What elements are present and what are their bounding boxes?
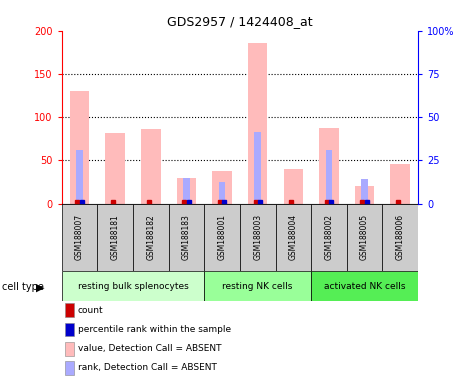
Text: GSM188001: GSM188001	[218, 214, 227, 260]
Text: GSM188004: GSM188004	[289, 214, 298, 260]
Text: GSM188006: GSM188006	[396, 214, 405, 260]
Text: percentile rank within the sample: percentile rank within the sample	[78, 325, 231, 334]
Bar	[97, 204, 133, 271]
Bar	[65, 342, 74, 356]
Bar	[311, 271, 418, 301]
Bar	[105, 133, 125, 204]
Text: GSM188183: GSM188183	[182, 214, 191, 260]
Bar	[347, 204, 382, 271]
Bar	[70, 91, 89, 204]
Text: GSM188005: GSM188005	[360, 214, 369, 260]
Text: GSM188003: GSM188003	[253, 214, 262, 260]
Bar	[62, 204, 97, 271]
Bar	[219, 182, 225, 204]
Bar	[361, 179, 368, 204]
Bar	[65, 303, 74, 317]
Bar	[204, 204, 240, 271]
Bar	[204, 271, 311, 301]
Text: ▶: ▶	[36, 282, 45, 292]
Title: GDS2957 / 1424408_at: GDS2957 / 1424408_at	[167, 15, 313, 28]
Bar	[311, 204, 347, 271]
Bar	[248, 43, 267, 204]
Bar	[141, 129, 161, 204]
Text: value, Detection Call = ABSENT: value, Detection Call = ABSENT	[78, 344, 221, 353]
Text: GSM188007: GSM188007	[75, 214, 84, 260]
Text: GSM188002: GSM188002	[324, 214, 333, 260]
Bar	[65, 323, 74, 336]
Bar	[76, 150, 83, 204]
Bar	[240, 204, 276, 271]
Bar	[355, 186, 374, 204]
Bar	[169, 204, 204, 271]
Text: resting bulk splenocytes: resting bulk splenocytes	[77, 282, 189, 291]
Bar	[276, 204, 311, 271]
Text: GSM188181: GSM188181	[111, 214, 120, 260]
Bar	[390, 164, 410, 204]
Bar	[65, 361, 74, 375]
Bar	[382, 204, 418, 271]
Text: GSM188182: GSM188182	[146, 214, 155, 260]
Text: rank, Detection Call = ABSENT: rank, Detection Call = ABSENT	[78, 363, 217, 372]
Bar	[212, 170, 232, 204]
Bar	[183, 177, 190, 204]
Bar	[255, 132, 261, 204]
Text: cell type: cell type	[2, 282, 44, 292]
Bar	[319, 128, 339, 204]
Bar	[133, 204, 169, 271]
Text: resting NK cells: resting NK cells	[222, 282, 293, 291]
Bar	[326, 150, 332, 204]
Bar	[177, 177, 196, 204]
Bar	[62, 271, 204, 301]
Bar	[284, 169, 303, 204]
Text: count: count	[78, 306, 104, 315]
Text: activated NK cells: activated NK cells	[324, 282, 405, 291]
